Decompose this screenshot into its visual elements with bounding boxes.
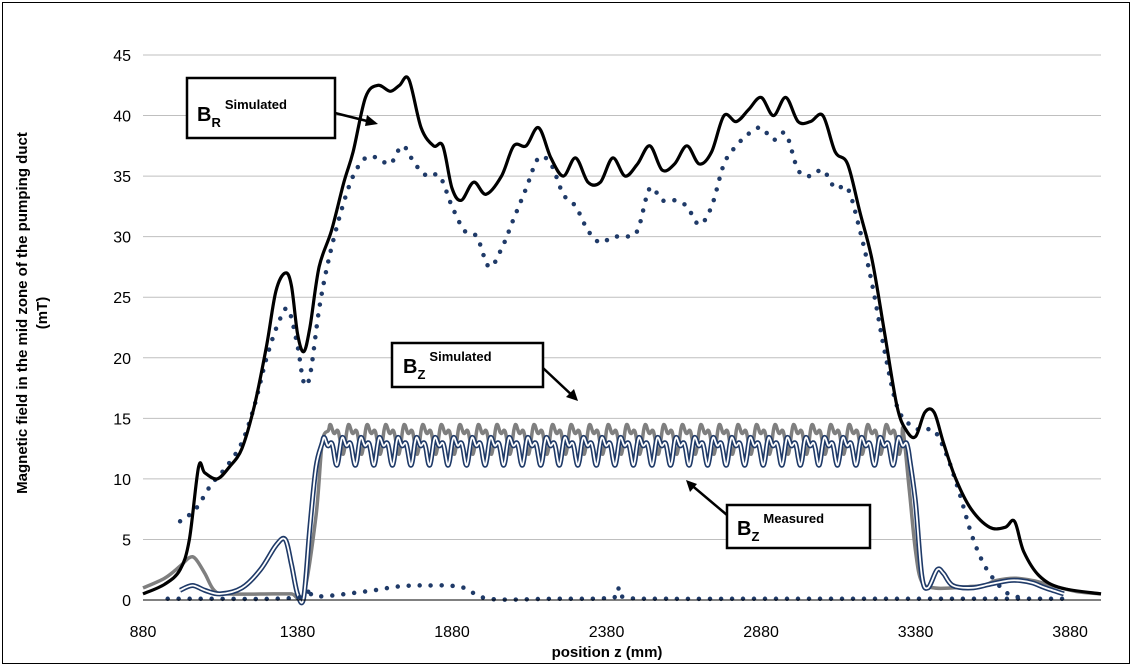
y-axis-title-line1: Magnetic field in the mid zone of the pu… xyxy=(14,132,31,494)
ann2-sub: Z xyxy=(417,367,425,382)
x-tick-labels: 880 1380 1880 2380 2880 3380 3880 xyxy=(130,624,1088,641)
series-bz-measured-inner xyxy=(179,436,1065,604)
y-tick-label: 10 xyxy=(113,472,131,489)
y-tick-label: 20 xyxy=(113,351,131,368)
series-bz-simulated-line xyxy=(142,422,1102,602)
ann3-main: B xyxy=(737,518,751,540)
gridlines xyxy=(143,54,1101,540)
arrowhead-bz-meas xyxy=(686,480,697,492)
arrowhead-br xyxy=(365,115,378,126)
y-tick-label: 0 xyxy=(122,593,131,610)
series-br-simulated-line xyxy=(142,75,1102,596)
x-tick-label: 880 xyxy=(130,624,157,641)
y-axis-title: Magnetic field in the mid zone of the pu… xyxy=(14,132,51,494)
ann2-sup: Simulated xyxy=(429,349,491,364)
svg-text:BZMeasured: BZ Measured xyxy=(737,511,824,544)
x-tick-label: 3380 xyxy=(898,624,934,641)
ann1-sup: Simulated xyxy=(225,97,287,112)
annotation-br-simulated: BR Simulated xyxy=(185,76,337,140)
x-tick-label: 3880 xyxy=(1052,624,1088,641)
y-tick-labels: 0 5 10 15 20 25 30 35 40 45 xyxy=(113,48,131,610)
y-axis-title-line2: (mT) xyxy=(34,297,51,330)
ann1-main: B xyxy=(197,104,211,126)
x-axis-title: position z (mm) xyxy=(552,644,663,661)
chart: 0 5 10 15 20 25 30 35 40 45 880 1380 1880 2380 2880 33… xyxy=(14,48,1102,661)
annotation-bz-simulated: BZ Simulated xyxy=(390,341,545,389)
series-lines xyxy=(142,75,1102,606)
y-tick-label: 5 xyxy=(122,532,131,549)
x-tick-label: 2880 xyxy=(743,624,779,641)
y-tick-label: 45 xyxy=(113,48,131,65)
y-tick-label: 40 xyxy=(113,109,131,126)
arrow-bz-measured xyxy=(688,482,728,516)
annotation-bz-measured: BZ Measured xyxy=(725,503,872,550)
svg-text:BZSimulated: BZ Simulated xyxy=(403,349,492,382)
arrowhead-bz-sim xyxy=(566,389,578,401)
ann3-sup: Measured xyxy=(763,511,824,526)
svg-text:BRSimulated: BR Simulated xyxy=(197,97,287,130)
y-tick-label: 15 xyxy=(113,411,131,428)
y-tick-label: 30 xyxy=(113,230,131,247)
ann3-sub: Z xyxy=(751,529,759,544)
x-tick-label: 1880 xyxy=(434,624,470,641)
annotation-arrowheads xyxy=(365,115,697,492)
arrow-bz-simulated xyxy=(542,367,576,399)
series-br-measured-baseline-dots xyxy=(165,583,1067,602)
ann2-main: B xyxy=(403,356,417,378)
y-tick-label: 25 xyxy=(113,290,131,307)
series-br-measured-dots xyxy=(177,125,1023,600)
y-tick-label: 35 xyxy=(113,169,131,186)
x-tick-label: 2380 xyxy=(589,624,625,641)
x-tick-label: 1380 xyxy=(280,624,316,641)
series-bz-measured-line xyxy=(179,434,1065,606)
ann1-sub: R xyxy=(211,115,221,130)
